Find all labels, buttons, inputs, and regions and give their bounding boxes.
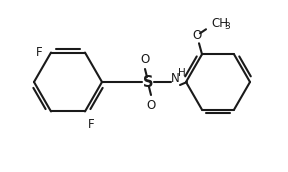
Text: O: O [140, 52, 150, 66]
Text: N: N [170, 72, 179, 84]
Text: CH: CH [211, 17, 228, 30]
Text: O: O [146, 99, 156, 111]
Text: F: F [35, 46, 42, 59]
Text: O: O [192, 29, 202, 42]
Text: S: S [143, 74, 153, 89]
Text: F: F [88, 119, 95, 131]
Text: 3: 3 [224, 22, 230, 31]
Text: H: H [178, 68, 186, 78]
